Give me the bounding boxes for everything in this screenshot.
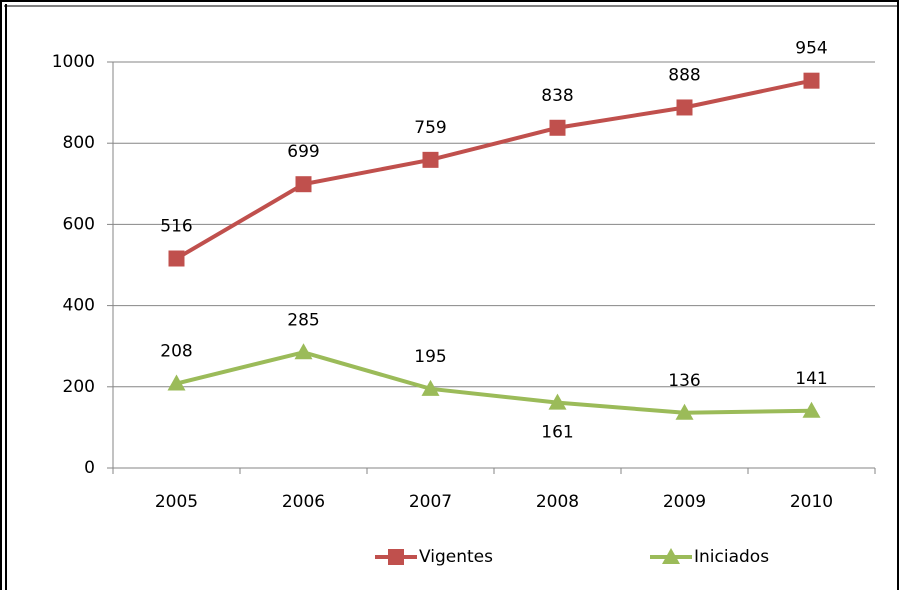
marker [802,401,821,418]
x-tick-label: 2010 [790,492,833,512]
marker [388,549,404,565]
data-label: 161 [541,423,573,443]
x-tick-label: 2008 [536,492,579,512]
y-tick-label: 800 [63,133,95,153]
x-tick-label: 2006 [282,492,325,512]
marker [549,119,566,136]
marker [168,250,185,267]
data-label: 759 [414,118,446,138]
marker [167,374,186,391]
data-label: 195 [414,347,446,367]
legend-label: Iniciados [694,547,769,567]
marker [548,393,567,410]
marker [803,72,820,89]
data-label: 136 [668,371,700,391]
marker [294,343,313,360]
marker [662,548,680,564]
y-tick-label: 200 [63,377,95,397]
data-label: 141 [795,369,827,389]
y-tick-label: 1000 [52,52,95,72]
data-label: 208 [160,342,192,362]
x-tick-label: 2005 [155,492,198,512]
x-tick-label: 2007 [409,492,452,512]
marker [295,176,312,193]
data-label: 699 [287,142,319,162]
y-tick-label: 600 [63,214,95,234]
series-line [175,78,812,261]
data-label: 888 [668,65,700,85]
x-tick-label: 2009 [663,492,706,512]
marker [675,403,694,420]
y-tick-label: 0 [84,458,95,478]
data-label: 838 [541,86,573,106]
legend-label: Vigentes [419,547,493,567]
series-line [176,350,812,415]
y-tick-label: 400 [63,296,95,316]
data-label: 516 [160,217,192,237]
marker [422,151,439,168]
marker [676,99,693,116]
data-label: 285 [287,310,319,330]
data-label: 954 [795,39,827,59]
marker [421,379,440,396]
